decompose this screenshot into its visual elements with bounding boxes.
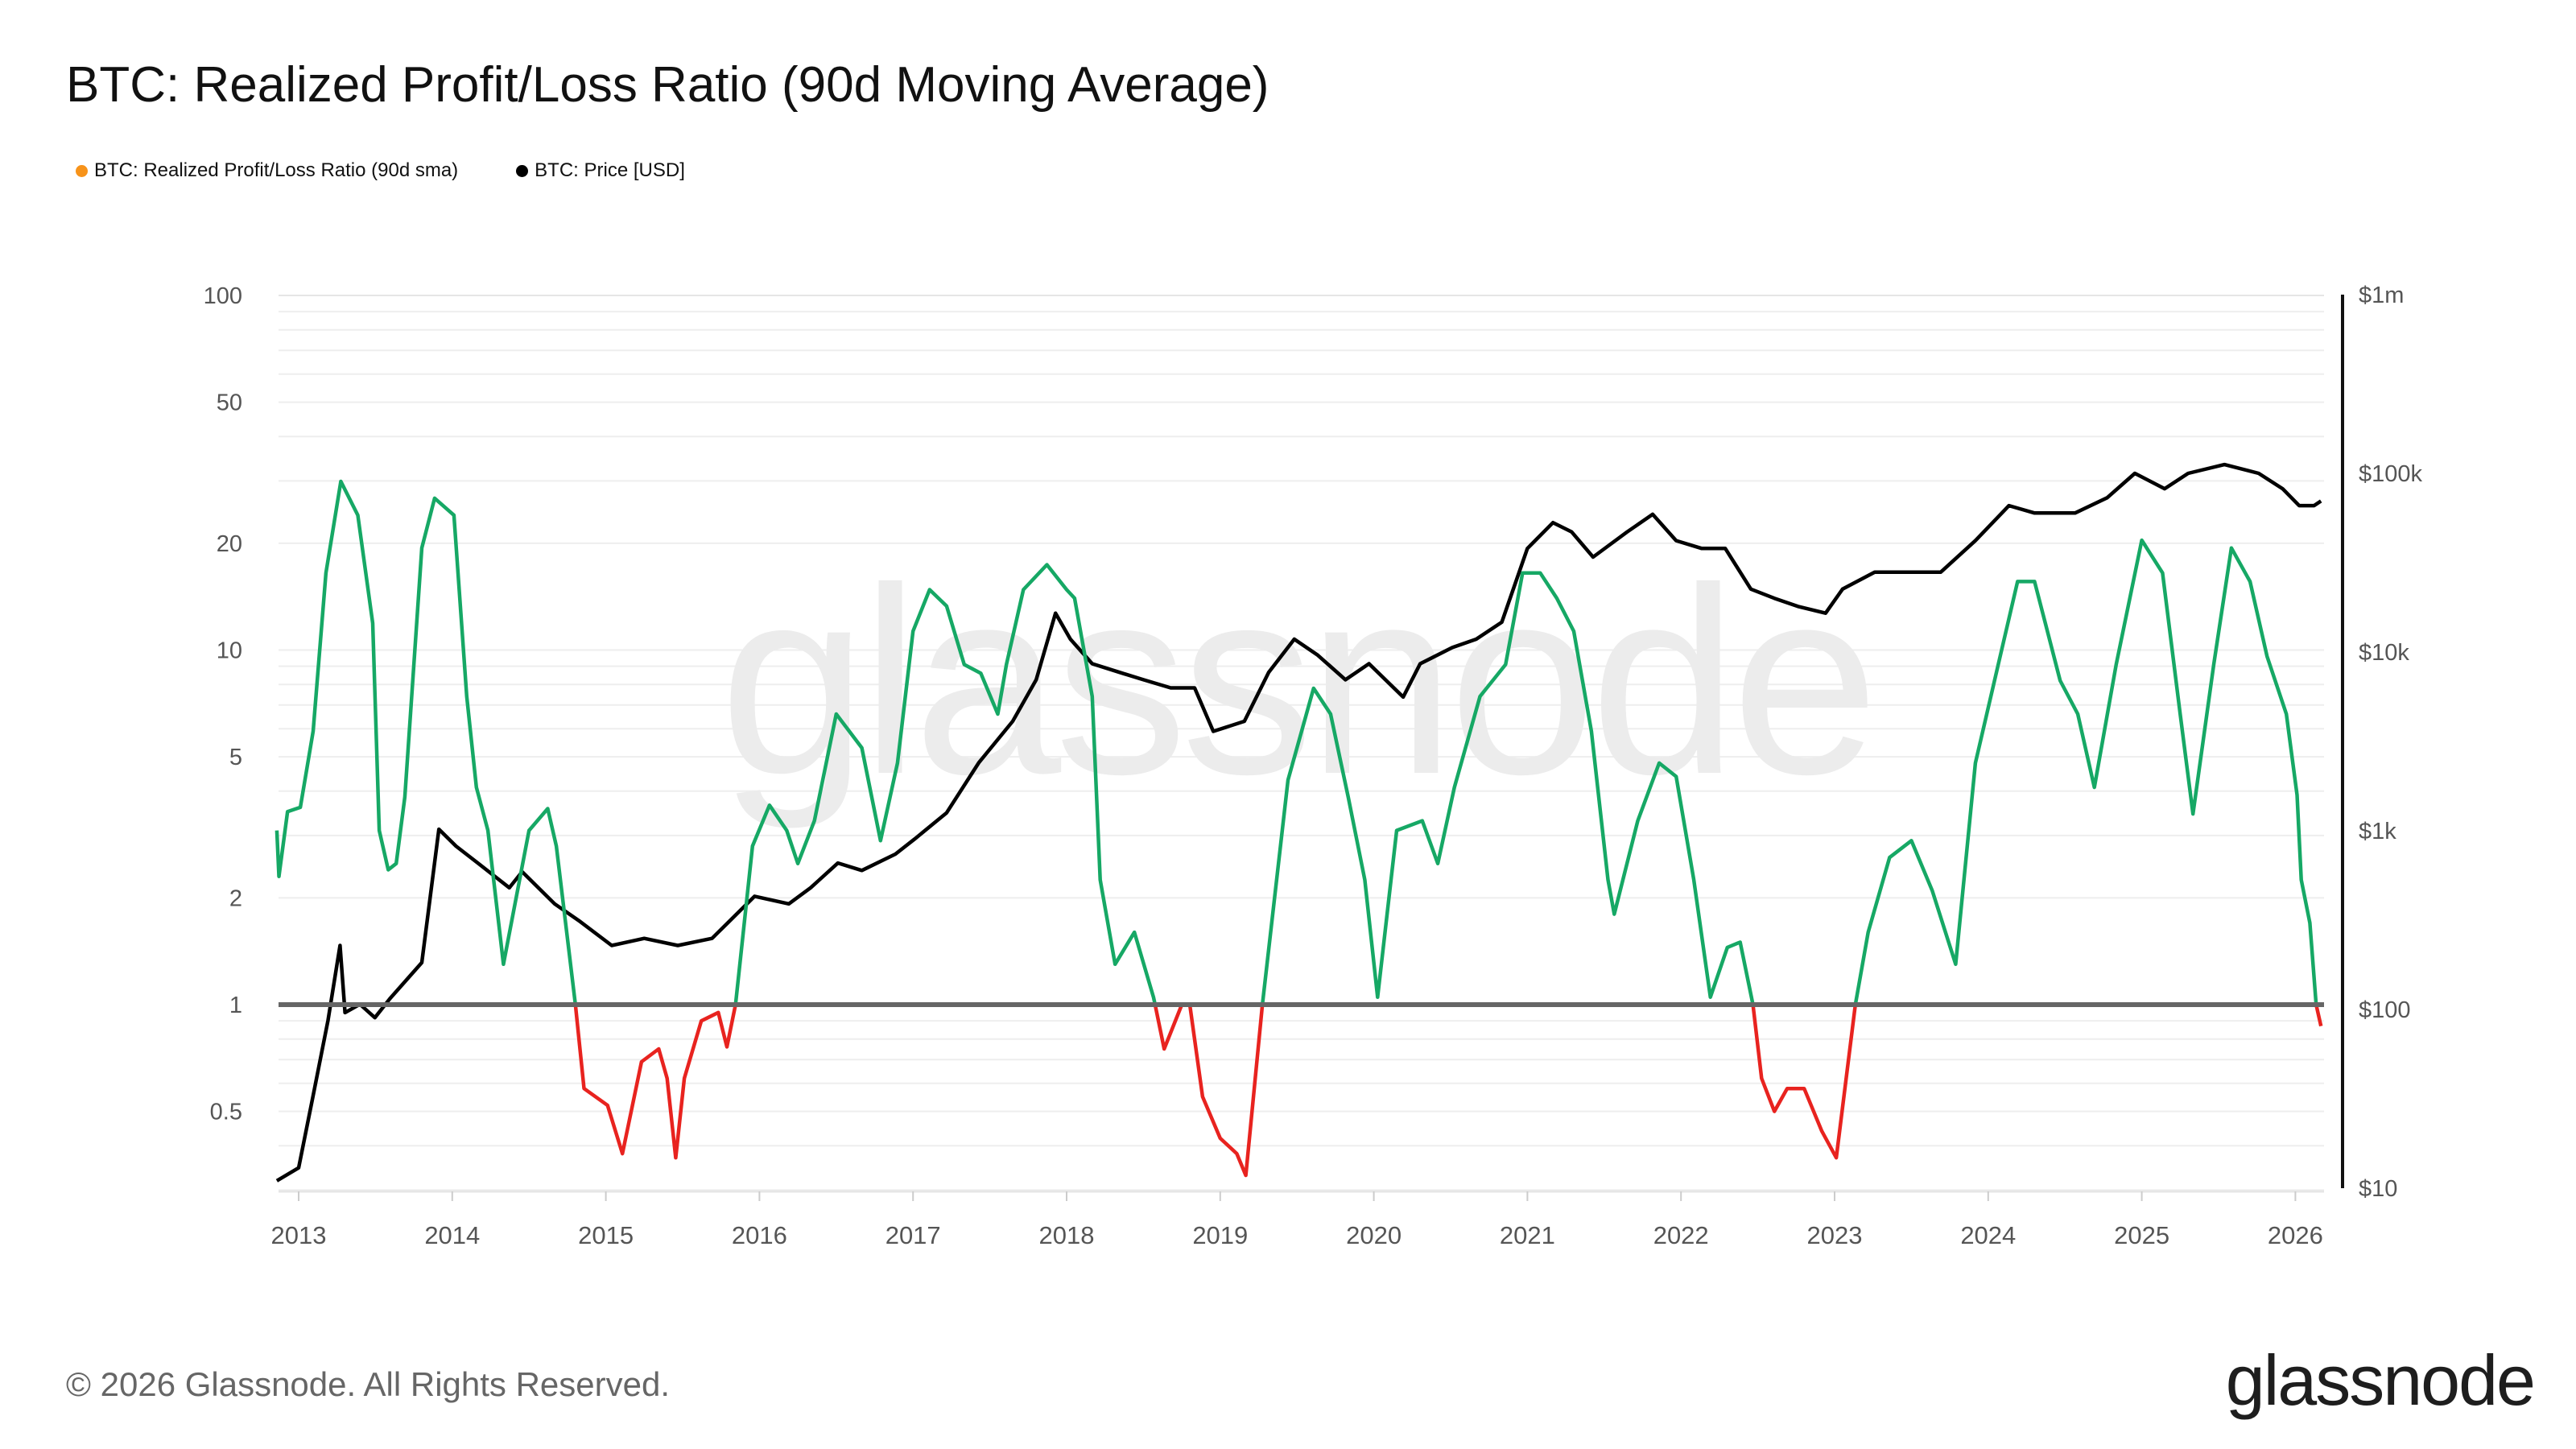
- legend-label-ratio: BTC: Realized Profit/Loss Ratio (90d sma…: [94, 159, 459, 181]
- ratio-line-profit-segment: [733, 563, 1158, 1005]
- x-tick-label: 2017: [886, 1221, 941, 1249]
- x-tick-label: 2015: [578, 1221, 634, 1249]
- y-left-tick-label: 50: [217, 390, 242, 416]
- y-right-tick-label: $100k: [2359, 461, 2423, 487]
- copyright-footer: © 2026 Glassnode. All Rights Reserved.: [66, 1365, 671, 1403]
- y-right-tick-label: $10k: [2359, 640, 2409, 666]
- legend-dot-ratio-icon: [76, 164, 88, 177]
- x-tick-label: 2014: [424, 1221, 480, 1249]
- watermark: glassnode: [720, 532, 1873, 831]
- x-tick-label: 2020: [1346, 1221, 1402, 1249]
- legend-dot-price-icon: [516, 164, 529, 177]
- ratio-line-loss-segment: [573, 1004, 737, 1160]
- ratio-line-loss-segment: [1153, 1004, 1184, 1051]
- y-left-tick-label: 5: [229, 745, 242, 770]
- chart-title: BTC: Realized Profit/Loss Ratio (90d Mov…: [66, 57, 1269, 113]
- x-tick-label: 2025: [2114, 1221, 2169, 1249]
- series: [275, 462, 2324, 1183]
- legend-item-ratio[interactable]: BTC: Realized Profit/Loss Ratio (90d sma…: [76, 159, 458, 182]
- ratio-line-loss-segment: [2314, 1004, 2323, 1027]
- ratio-line-profit-segment: [1853, 538, 2318, 1005]
- axes: 100 50 20 10 5 2 1 0.5 $1m $100k $10k $1k $100 $10 201…: [204, 283, 2423, 1249]
- y-left-tick-label: 20: [217, 531, 242, 557]
- y-right-tick-label: $1k: [2359, 819, 2396, 844]
- ratio-line-loss-segment: [1187, 1004, 1265, 1178]
- y-left-tick-label: 10: [217, 638, 242, 664]
- x-tick-label: 2023: [1807, 1221, 1863, 1249]
- y-right-tick-label: $1m: [2359, 283, 2404, 308]
- y-right-tick-label: $10: [2359, 1176, 2397, 1202]
- y-left-tick-label: 100: [204, 283, 242, 309]
- x-tick-label: 2024: [1960, 1221, 2016, 1249]
- x-tick-label: 2019: [1192, 1221, 1248, 1249]
- legend: BTC: Realized Profit/Loss Ratio (90d sma…: [76, 159, 685, 182]
- ratio-line-profit-segment: [1260, 571, 1755, 1005]
- y-left-tick-label: 0.5: [210, 1100, 242, 1125]
- legend-item-price[interactable]: BTC: Price [USD]: [516, 159, 685, 182]
- x-tick-label: 2022: [1653, 1221, 1709, 1249]
- ratio-line-loss-segment: [1751, 1004, 1858, 1160]
- y-left-tick-label: 2: [229, 886, 242, 911]
- y-right-tick-label: $100: [2359, 997, 2411, 1023]
- x-tick-label: 2026: [2268, 1221, 2323, 1249]
- x-tick-label: 2021: [1500, 1221, 1555, 1249]
- legend-label-price: BTC: Price [USD]: [535, 159, 685, 181]
- ratio-line-profit-segment: [275, 479, 578, 1005]
- x-tick-label: 2013: [271, 1221, 327, 1249]
- glassnode-logo: glassnode: [2225, 1340, 2536, 1420]
- x-tick-label: 2016: [732, 1221, 787, 1249]
- y-left-tick-label: 1: [229, 993, 242, 1018]
- x-tick-label: 2018: [1039, 1221, 1095, 1249]
- price-line: [275, 462, 2322, 1183]
